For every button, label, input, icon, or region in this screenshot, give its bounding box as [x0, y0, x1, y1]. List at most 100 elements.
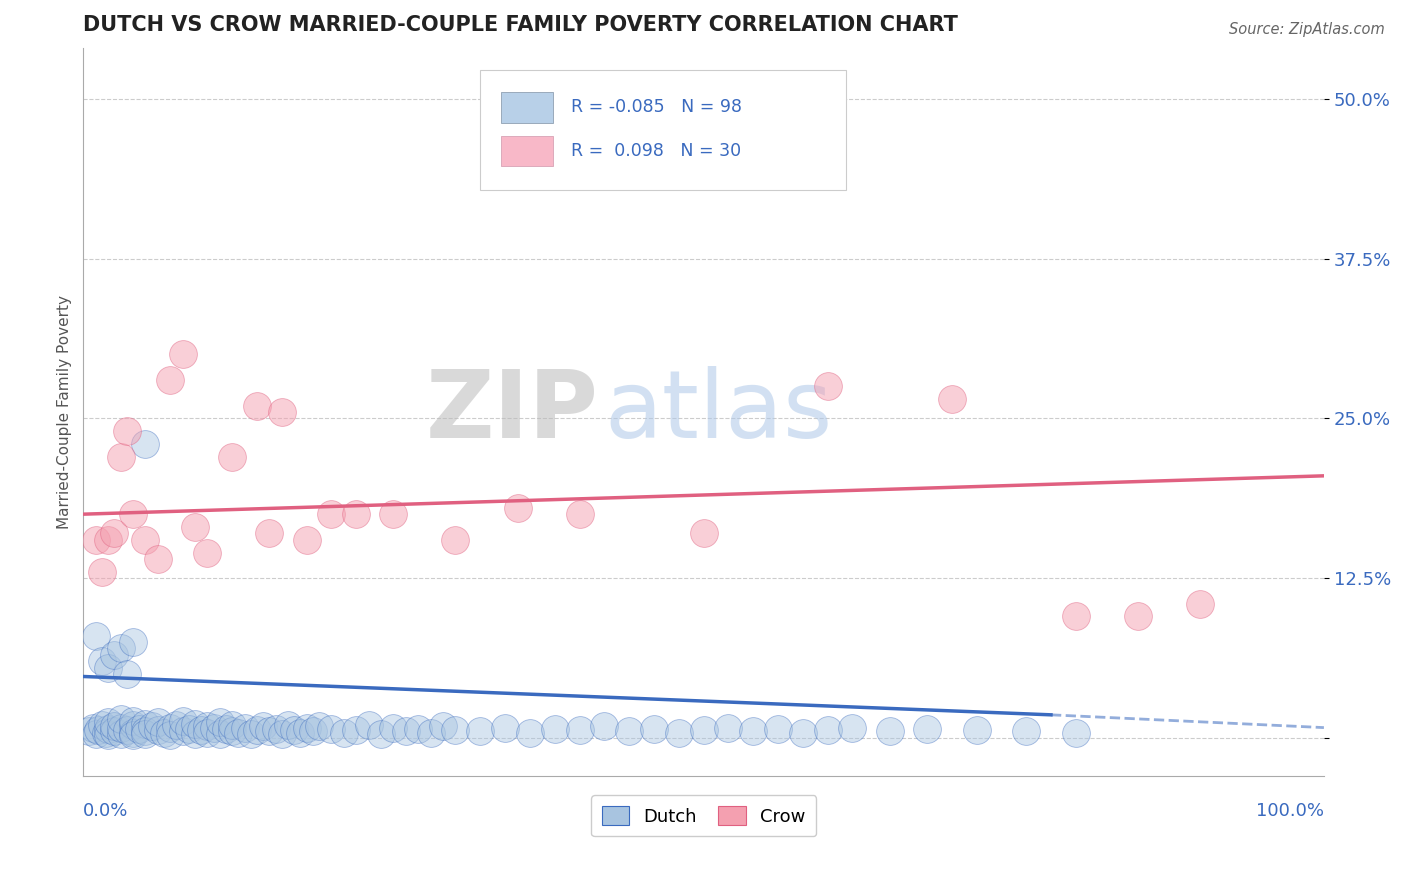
Point — [110, 712, 132, 726]
Point — [494, 721, 516, 735]
Point — [915, 722, 938, 736]
Point — [221, 450, 243, 464]
Text: R = -0.085   N = 98: R = -0.085 N = 98 — [571, 98, 742, 116]
Point — [444, 533, 467, 547]
Point — [1064, 609, 1087, 624]
Point — [103, 719, 125, 733]
Point — [202, 721, 225, 735]
Point — [1126, 609, 1149, 624]
Point — [382, 721, 405, 735]
Point — [128, 722, 150, 736]
Point — [215, 722, 238, 736]
Point — [221, 718, 243, 732]
Point — [941, 392, 963, 406]
Point — [97, 715, 120, 730]
Point — [692, 526, 714, 541]
Point — [333, 725, 356, 739]
Point — [742, 724, 765, 739]
Point — [208, 715, 231, 730]
Point — [879, 724, 901, 739]
Point — [134, 533, 156, 547]
Point — [321, 507, 343, 521]
Point — [195, 725, 218, 739]
Point — [122, 718, 145, 732]
Point — [84, 629, 107, 643]
Point — [110, 727, 132, 741]
Text: DUTCH VS CROW MARRIED-COUPLE FAMILY POVERTY CORRELATION CHART: DUTCH VS CROW MARRIED-COUPLE FAMILY POVE… — [83, 15, 957, 35]
Point — [841, 721, 863, 735]
Point — [344, 507, 367, 521]
Point — [103, 648, 125, 662]
Point — [432, 719, 454, 733]
Point — [115, 424, 138, 438]
Point — [134, 724, 156, 739]
Point — [97, 660, 120, 674]
Point — [370, 727, 392, 741]
Point — [295, 721, 318, 735]
Point — [259, 526, 281, 541]
Point — [228, 725, 250, 739]
Point — [146, 552, 169, 566]
FancyBboxPatch shape — [502, 92, 554, 123]
Point — [1188, 597, 1211, 611]
Point — [568, 723, 591, 738]
Point — [90, 654, 112, 668]
Point — [159, 728, 181, 742]
Point — [270, 405, 292, 419]
Point — [246, 399, 269, 413]
Point — [82, 721, 104, 735]
Point — [146, 715, 169, 730]
Point — [321, 722, 343, 736]
Point — [593, 719, 616, 733]
Point — [357, 718, 380, 732]
Point — [395, 724, 418, 739]
Legend: Dutch, Crow: Dutch, Crow — [591, 796, 817, 837]
Point — [103, 724, 125, 739]
Point — [159, 721, 181, 735]
Y-axis label: Married-Couple Family Poverty: Married-Couple Family Poverty — [58, 295, 72, 529]
Point — [1064, 725, 1087, 739]
Point — [817, 723, 839, 738]
Point — [966, 723, 988, 738]
Text: ZIP: ZIP — [425, 366, 598, 458]
Point — [290, 725, 312, 739]
Point — [301, 724, 323, 739]
Text: 0.0%: 0.0% — [83, 802, 129, 820]
Point — [94, 725, 117, 739]
Point — [190, 723, 212, 738]
Point — [122, 507, 145, 521]
Point — [84, 727, 107, 741]
Point — [470, 724, 492, 739]
Point — [382, 507, 405, 521]
Point — [122, 728, 145, 742]
Point — [1015, 724, 1038, 739]
Point — [153, 725, 176, 739]
Point — [184, 716, 207, 731]
Point — [295, 533, 318, 547]
Point — [177, 722, 200, 736]
Point — [308, 719, 330, 733]
Point — [110, 641, 132, 656]
Point — [110, 450, 132, 464]
Point — [506, 500, 529, 515]
Point — [184, 520, 207, 534]
Point — [259, 724, 281, 739]
Point — [568, 507, 591, 521]
Point — [90, 565, 112, 579]
Point — [239, 727, 262, 741]
Point — [617, 724, 640, 739]
Point — [122, 725, 145, 739]
Point — [283, 723, 305, 738]
Point — [792, 725, 814, 739]
Point — [264, 722, 287, 736]
Point — [344, 723, 367, 738]
Point — [115, 723, 138, 738]
Point — [766, 722, 789, 736]
Point — [122, 635, 145, 649]
Point — [159, 373, 181, 387]
FancyBboxPatch shape — [502, 136, 554, 167]
Point — [79, 724, 101, 739]
Point — [141, 719, 163, 733]
Point — [184, 727, 207, 741]
Point — [87, 723, 110, 738]
